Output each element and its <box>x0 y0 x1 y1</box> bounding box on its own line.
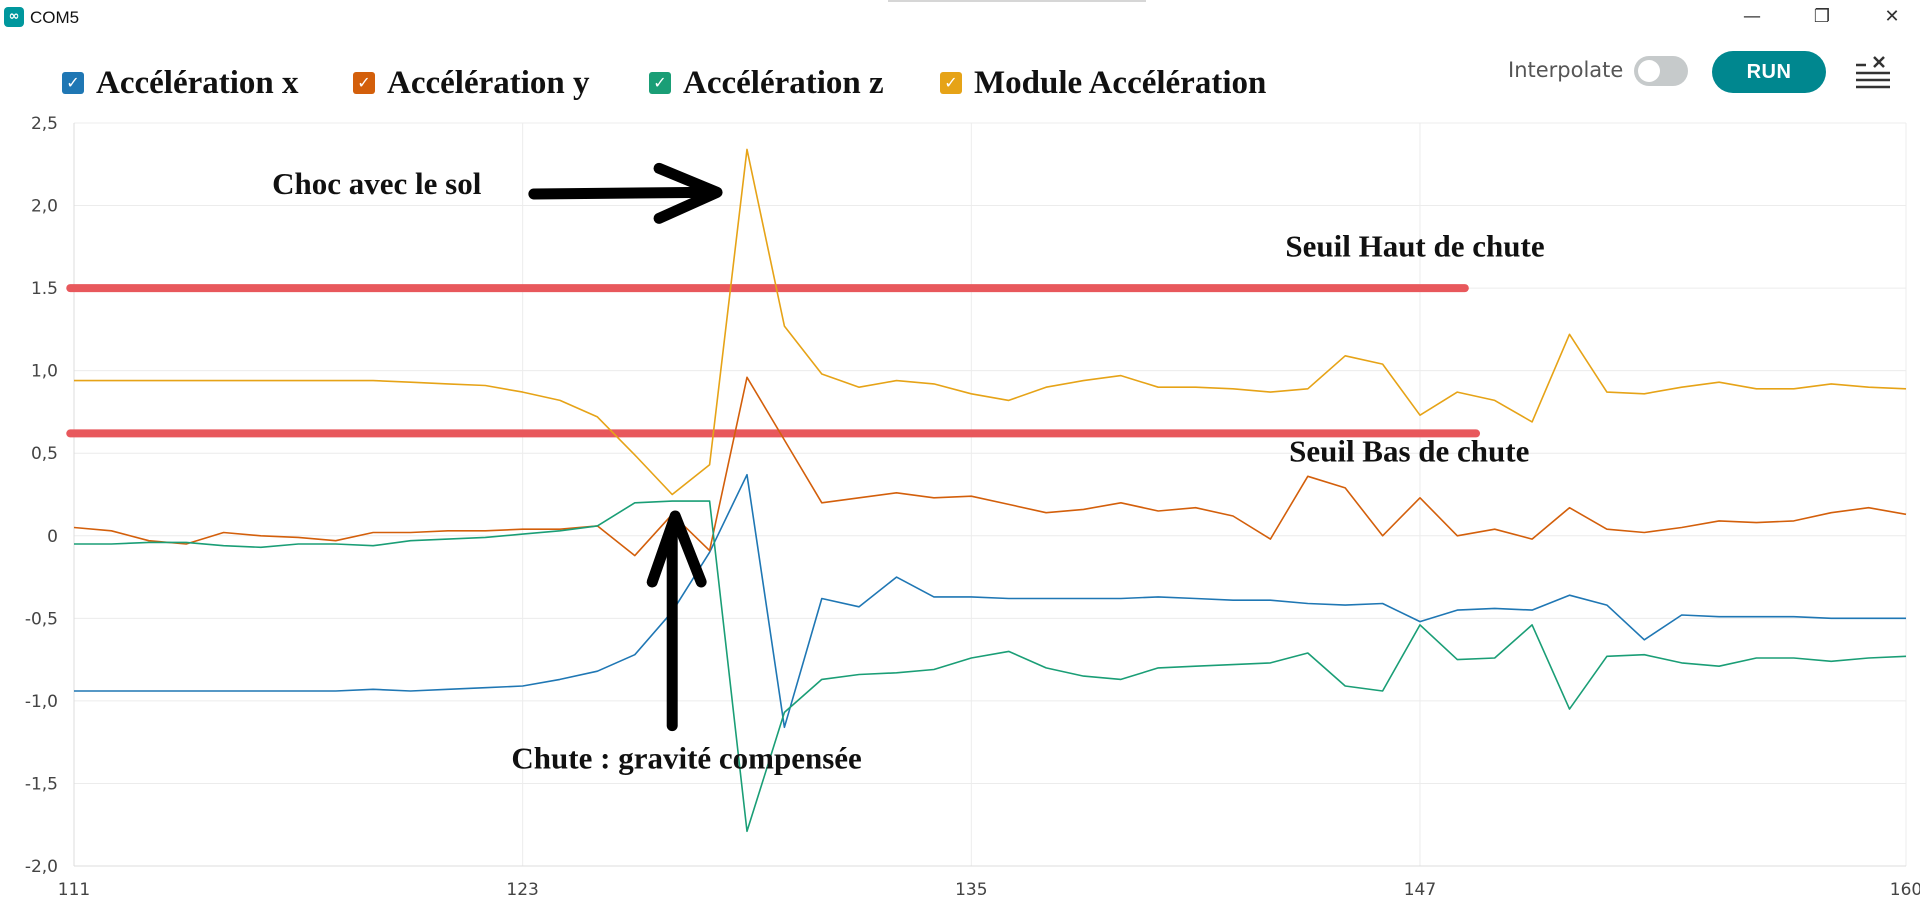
legend-accel-y[interactable]: ✓ Accélération y <box>353 60 590 106</box>
legend-label: Accélération y <box>387 64 590 101</box>
checkbox-checked-icon[interactable]: ✓ <box>353 72 375 94</box>
y-tick-label: 2,0 <box>31 197 58 217</box>
y-tick-label: 1.5 <box>31 279 58 299</box>
series-line <box>74 500 1907 833</box>
x-tick-label: 123 <box>506 880 538 900</box>
series-line <box>73 376 1907 557</box>
arrow-head <box>646 510 707 588</box>
minimize-icon[interactable]: — <box>1743 6 1761 27</box>
legend-label: Module Accélération <box>974 64 1267 101</box>
y-tick-label: -1,0 <box>25 692 58 712</box>
close-icon[interactable]: ✕ <box>1884 6 1900 27</box>
clear-list-svg <box>1856 56 1890 89</box>
toggle-knob <box>1638 60 1660 82</box>
arrow-head <box>653 162 723 224</box>
run-button[interactable]: RUN <box>1712 51 1826 93</box>
x-tick-label: 147 <box>1404 880 1436 900</box>
legend-accel-z[interactable]: ✓ Accélération z <box>649 60 884 106</box>
y-tick-label: 0 <box>47 527 58 547</box>
y-tick-label: 2,5 <box>31 114 58 134</box>
annotation-text: Seuil Bas de chute <box>1289 433 1529 468</box>
title-bar: ∞ COM5 — ❐ ✕ <box>0 0 1920 34</box>
restore-icon[interactable]: ❐ <box>1813 6 1831 27</box>
y-tick-label: -0,5 <box>25 609 58 629</box>
x-tick-label: 111 <box>58 880 90 900</box>
arrow-shaft <box>528 186 709 200</box>
y-tick-label: -2,0 <box>25 857 58 877</box>
annotation-text: Choc avec le sol <box>272 166 482 201</box>
y-tick-label: 0,5 <box>31 444 58 464</box>
drag-handle[interactable] <box>888 0 1146 2</box>
y-tick-label: -1,5 <box>25 774 58 794</box>
legend-accel-x[interactable]: ✓ Accélération x <box>62 60 299 106</box>
series-line <box>74 148 1907 496</box>
interpolate-toggle[interactable] <box>1634 56 1688 86</box>
annotation-text: Seuil Haut de chute <box>1285 229 1544 264</box>
clear-list-icon[interactable] <box>1852 53 1894 91</box>
y-tick-label: 1,0 <box>31 362 58 382</box>
window-title: COM5 <box>30 8 80 27</box>
series-line <box>74 473 1906 729</box>
checkbox-checked-icon[interactable]: ✓ <box>62 72 84 94</box>
checkbox-checked-icon[interactable]: ✓ <box>649 72 671 94</box>
arduino-icon: ∞ <box>4 7 24 27</box>
legend-module-accel[interactable]: ✓ Module Accélération <box>940 60 1266 106</box>
x-tick-label: 135 <box>955 880 987 900</box>
x-tick-label: 160 <box>1890 880 1920 900</box>
plotter-toolbar: ✓ Accélération x ✓ Accélération y ✓ Accé… <box>0 40 1920 110</box>
legend-label: Accélération z <box>683 64 884 101</box>
checkbox-checked-icon[interactable]: ✓ <box>940 72 962 94</box>
annotation-text: Chute : gravité compensée <box>511 741 861 776</box>
interpolate-label: Interpolate <box>1508 58 1624 82</box>
legend-label: Accélération x <box>96 64 299 101</box>
